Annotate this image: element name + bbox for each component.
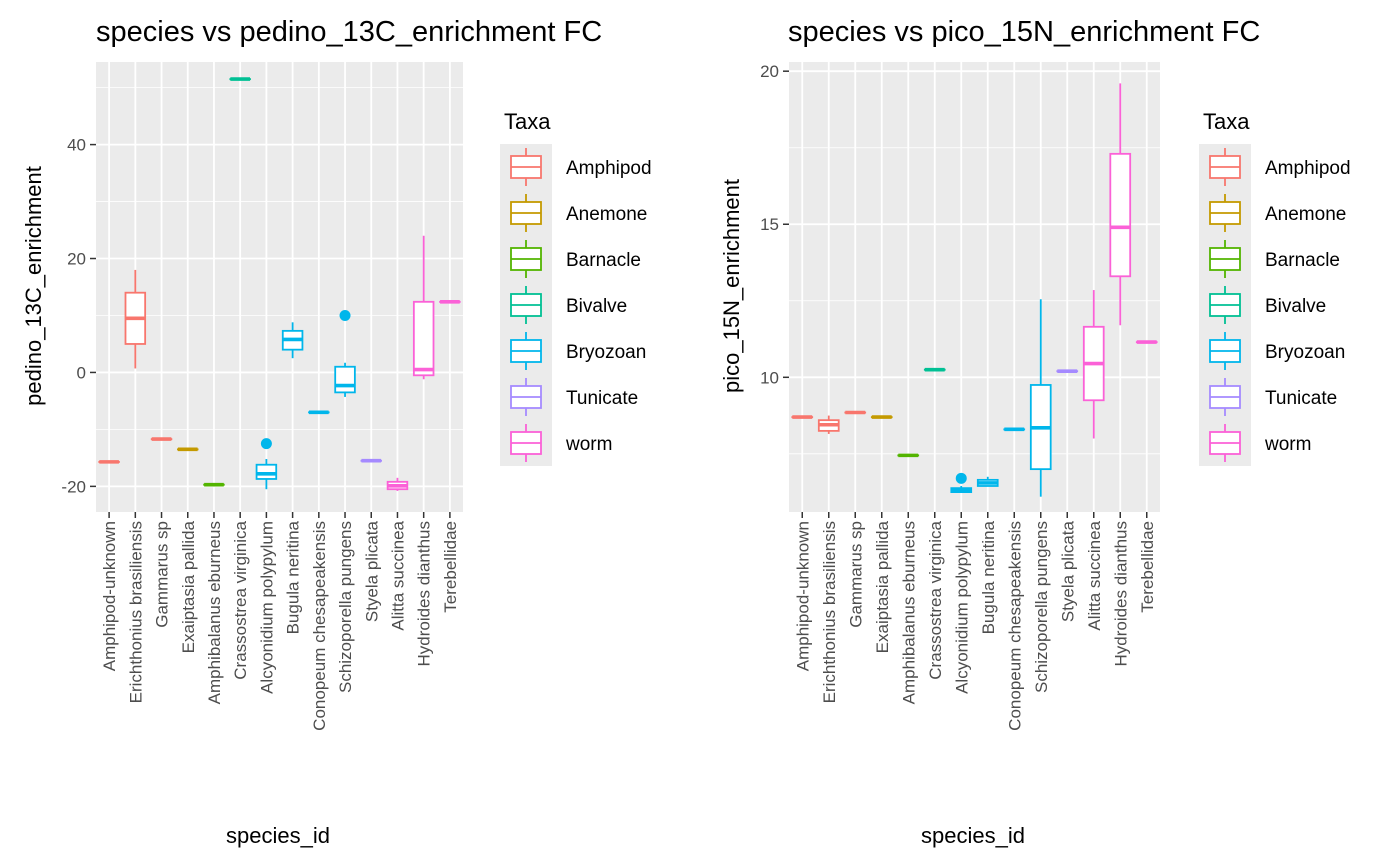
x-tick-label: Amphibalanus eburneus <box>899 521 918 704</box>
legend-title: Taxa <box>1203 109 1250 134</box>
outlier-point <box>260 438 272 450</box>
x-tick-label: Exaiptasia pallida <box>873 520 892 653</box>
legend-item-bivalve: Bivalve <box>1199 282 1326 328</box>
box-alitta-succinea <box>386 477 409 491</box>
plot-panel <box>96 62 463 512</box>
legend-item-label: worm <box>565 434 612 455</box>
legend-item-label: Anemone <box>566 204 647 225</box>
x-tick-label: Styela plicata <box>1058 520 1077 622</box>
x-tick-label: Alcyonidium polypylum <box>952 521 971 694</box>
box-alcyonidium-polypylum <box>255 438 278 490</box>
x-tick-label: Schizoporella pungens <box>1032 521 1051 693</box>
legend: Taxa Amphipod Anemone Barnacle Bivalve Bryoz… <box>1199 109 1351 466</box>
box-schizoporella-pungens <box>1029 299 1052 497</box>
box-hydroides-dianthus <box>1109 83 1132 326</box>
box-erichthonius-brasiliensis <box>124 269 147 369</box>
box-body <box>1109 152 1132 278</box>
legend-item-label: Barnacle <box>566 250 641 271</box>
box-bugula-neritina <box>281 322 304 359</box>
y-axis-title: pico_15N_enrichment <box>719 179 744 393</box>
x-tick-label: Amphipod-unknown <box>793 521 812 671</box>
y-tick-label: 10 <box>760 368 779 387</box>
legend-item-anemone: Anemone <box>1199 190 1346 236</box>
x-tick-label: Amphibalanus eburneus <box>205 521 224 704</box>
x-tick-label: Hydroides dianthus <box>415 521 434 667</box>
legend-item-label: Bivalve <box>1265 296 1326 317</box>
pedino-13c-boxplot: species vs pedino_13C_enrichment FC -20 0… <box>21 16 652 848</box>
box-bugula-neritina <box>976 476 999 487</box>
x-tick-label: Gammarus sp <box>846 521 865 628</box>
x-tick-label: Bugula neritina <box>979 520 998 634</box>
legend-item-tunicate: Tunicate <box>500 374 638 420</box>
box-alcyonidium-polypylum <box>950 472 973 494</box>
x-tick-label: Alcyonidium polypylum <box>257 521 276 694</box>
box-body <box>255 463 278 480</box>
x-tick-label: Amphipod-unknown <box>100 521 119 671</box>
y-tick-label: 40 <box>67 136 86 155</box>
legend-item-worm: worm <box>1199 420 1311 466</box>
legend-item-barnacle: Barnacle <box>500 236 641 282</box>
legend-item-bryozoan: Bryozoan <box>500 328 646 374</box>
y-tick-label: 0 <box>77 363 86 382</box>
plot-panel <box>789 62 1160 512</box>
legend-item-label: Tunicate <box>566 388 638 409</box>
box-erichthonius-brasiliensis <box>817 415 840 434</box>
box-hydroides-dianthus <box>412 235 435 380</box>
y-axis-title: pedino_13C_enrichment <box>21 166 46 406</box>
y-tick-label: -20 <box>61 477 86 496</box>
legend-item-label: Amphipod <box>1265 158 1351 179</box>
y-tick-label: 15 <box>760 215 779 234</box>
x-tick-label: Hydroides dianthus <box>1111 521 1130 667</box>
x-tick-label: Conopeum chesapeakensis <box>1005 521 1024 731</box>
legend-item-barnacle: Barnacle <box>1199 236 1340 282</box>
legend-item-amphipod: Amphipod <box>1199 144 1351 190</box>
legend: Taxa Amphipod Anemone Barnacle Bivalve Bryoz… <box>500 109 652 466</box>
x-tick-label: Alitta succinea <box>1085 520 1104 630</box>
pico-15n-boxplot: species vs pico_15N_enrichment FC 10 15 20… <box>719 16 1351 848</box>
x-tick-label: Conopeum chesapeakensis <box>310 521 329 731</box>
x-axis-title: species_id <box>921 823 1025 848</box>
legend-item-bryozoan: Bryozoan <box>1199 328 1345 374</box>
legend-item-label: Bryozoan <box>1265 342 1345 363</box>
legend-item-label: Tunicate <box>1265 388 1337 409</box>
box-schizoporella-pungens <box>334 309 356 397</box>
legend-item-label: worm <box>1264 434 1311 455</box>
legend-item-anemone: Anemone <box>500 190 647 236</box>
y-tick-label: 20 <box>760 62 779 81</box>
chart-title: species vs pedino_13C_enrichment FC <box>96 16 602 48</box>
legend-item-label: Barnacle <box>1265 250 1340 271</box>
x-tick-label: Bugula neritina <box>284 520 303 634</box>
y-tick-label: 20 <box>67 250 86 269</box>
x-tick-label: Terebellidae <box>441 521 460 613</box>
legend-item-worm: worm <box>500 420 612 466</box>
box-body <box>334 365 356 394</box>
box-alitta-succinea <box>1082 290 1105 439</box>
x-tick-label: Erichthonius brasiliensis <box>820 521 839 703</box>
outlier-point <box>339 309 351 321</box>
legend-item-label: Bryozoan <box>566 342 646 363</box>
x-tick-label: Alitta succinea <box>388 520 407 630</box>
legend-item-label: Amphipod <box>566 158 652 179</box>
outlier-point <box>955 472 967 484</box>
x-tick-label: Gammarus sp <box>153 521 172 628</box>
x-tick-label: Exaiptasia pallida <box>179 520 198 653</box>
legend-item-tunicate: Tunicate <box>1199 374 1337 420</box>
legend-item-amphipod: Amphipod <box>500 144 652 190</box>
x-tick-label: Styela plicata <box>362 520 381 622</box>
x-tick-label: Crassostrea virginica <box>231 520 250 679</box>
legend-item-label: Bivalve <box>566 296 627 317</box>
x-tick-label: Schizoporella pungens <box>336 521 355 693</box>
x-tick-label: Terebellidae <box>1138 521 1157 613</box>
x-axis-title: species_id <box>226 823 330 848</box>
x-tick-label: Crassostrea virginica <box>926 520 945 679</box>
box-body <box>412 300 435 377</box>
x-tick-label: Erichthonius brasiliensis <box>126 521 145 703</box>
legend-item-bivalve: Bivalve <box>500 282 627 328</box>
chart-title: species vs pico_15N_enrichment FC <box>788 16 1260 48</box>
legend-item-label: Anemone <box>1265 204 1346 225</box>
legend-title: Taxa <box>504 109 551 134</box>
